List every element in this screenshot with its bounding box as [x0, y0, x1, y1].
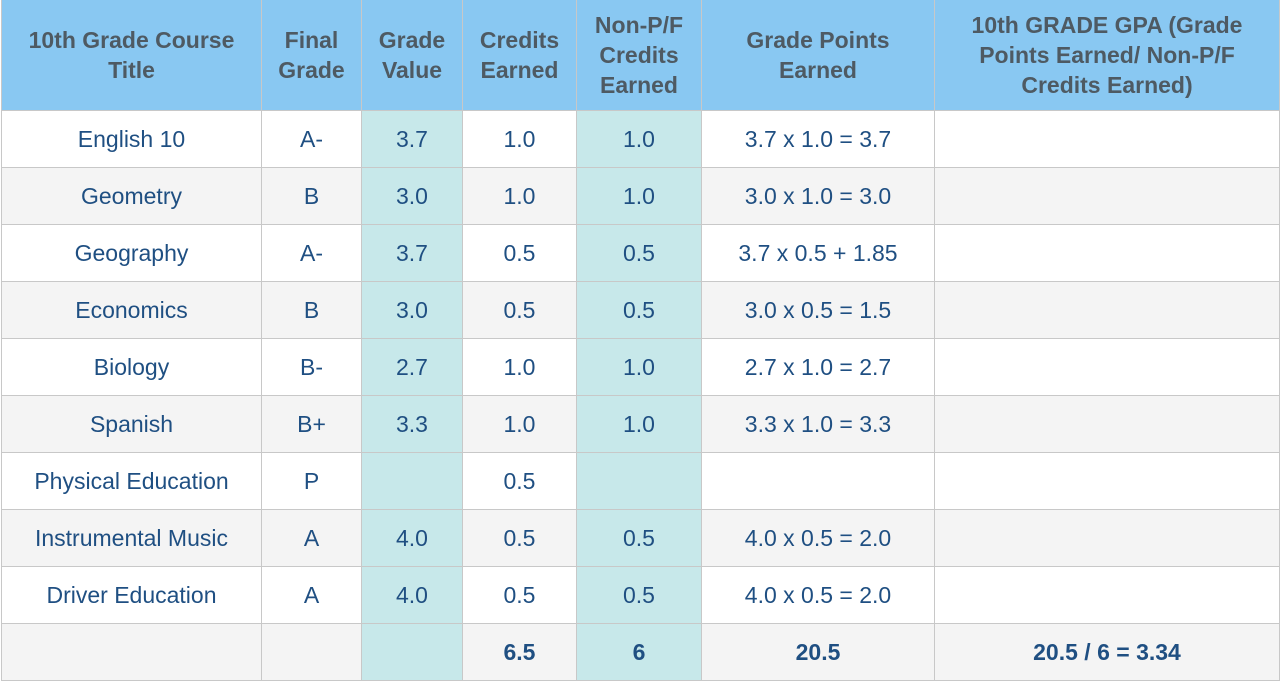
table-row: Instrumental Music A 4.0 0.5 0.5 4.0 x 0.5 = …: [1, 509, 1280, 567]
cell-grade-value: 3.7: [361, 110, 463, 168]
cell-credits-earned: 0.5: [462, 224, 577, 282]
table-row: Economics B 3.0 0.5 0.5 3.0 x 0.5 = 1.5: [1, 281, 1280, 339]
cell-credits-earned: 0.5: [462, 281, 577, 339]
cell-grade-value: 3.0: [361, 167, 463, 225]
cell-grade-value: 4.0: [361, 566, 463, 624]
header-non-pf-credits: Non-P/F Credits Earned: [576, 0, 702, 111]
cell-non-pf-credits: 1.0: [576, 338, 702, 396]
cell-gpa: [934, 281, 1280, 339]
cell-grade-value: 3.3: [361, 395, 463, 453]
cell-non-pf-credits: 0.5: [576, 281, 702, 339]
header-course-title: 10th Grade Course Title: [1, 0, 262, 111]
cell-grade-value: 3.7: [361, 224, 463, 282]
total-cell-non-pf-credits: 6: [576, 623, 702, 681]
cell-grade-points: 3.0 x 0.5 = 1.5: [701, 281, 935, 339]
table-row: Physical Education P 0.5: [1, 452, 1280, 510]
cell-grade-points: 3.7 x 0.5 + 1.85: [701, 224, 935, 282]
cell-course: Spanish: [1, 395, 262, 453]
cell-final-grade: A: [261, 566, 362, 624]
table-header: 10th Grade Course Title Final Grade Grad…: [1, 0, 1280, 111]
cell-course: Biology: [1, 338, 262, 396]
cell-credits-earned: 0.5: [462, 566, 577, 624]
cell-course: Geography: [1, 224, 262, 282]
cell-grade-value: 2.7: [361, 338, 463, 396]
cell-grade-value: 3.0: [361, 281, 463, 339]
cell-grade-value: 4.0: [361, 509, 463, 567]
header-grade-points: Grade Points Earned: [701, 0, 935, 111]
total-cell-gpa: 20.5 / 6 = 3.34: [934, 623, 1280, 681]
cell-gpa: [934, 167, 1280, 225]
cell-grade-points: 2.7 x 1.0 = 2.7: [701, 338, 935, 396]
header-row: 10th Grade Course Title Final Grade Grad…: [1, 0, 1280, 111]
total-cell-grade-points: 20.5: [701, 623, 935, 681]
header-grade-value: Grade Value: [361, 0, 463, 111]
table-row: English 10 A- 3.7 1.0 1.0 3.7 x 1.0 = 3.7: [1, 110, 1280, 168]
cell-non-pf-credits: 1.0: [576, 395, 702, 453]
cell-gpa: [934, 566, 1280, 624]
cell-final-grade: A: [261, 509, 362, 567]
cell-gpa: [934, 509, 1280, 567]
header-final-grade: Final Grade: [261, 0, 362, 111]
cell-course: English 10: [1, 110, 262, 168]
cell-grade-points: 3.3 x 1.0 = 3.3: [701, 395, 935, 453]
cell-non-pf-credits: 0.5: [576, 566, 702, 624]
total-cell-course: [1, 623, 262, 681]
cell-non-pf-credits: 1.0: [576, 110, 702, 168]
header-credits-earned: Credits Earned: [462, 0, 577, 111]
cell-final-grade: B: [261, 167, 362, 225]
cell-gpa: [934, 224, 1280, 282]
cell-final-grade: A-: [261, 224, 362, 282]
cell-credits-earned: 1.0: [462, 110, 577, 168]
cell-non-pf-credits: 0.5: [576, 224, 702, 282]
cell-non-pf-credits: 0.5: [576, 509, 702, 567]
cell-gpa: [934, 338, 1280, 396]
cell-non-pf-credits: 1.0: [576, 167, 702, 225]
cell-grade-points: 3.0 x 1.0 = 3.0: [701, 167, 935, 225]
cell-course: Instrumental Music: [1, 509, 262, 567]
cell-grade-value: [361, 452, 463, 510]
table-row: Spanish B+ 3.3 1.0 1.0 3.3 x 1.0 = 3.3: [1, 395, 1280, 453]
cell-final-grade: B: [261, 281, 362, 339]
total-cell-final-grade: [261, 623, 362, 681]
cell-non-pf-credits: [576, 452, 702, 510]
totals-row: 6.5 6 20.5 20.5 / 6 = 3.34: [1, 623, 1280, 681]
cell-credits-earned: 0.5: [462, 509, 577, 567]
cell-final-grade: B+: [261, 395, 362, 453]
cell-credits-earned: 0.5: [462, 452, 577, 510]
cell-final-grade: P: [261, 452, 362, 510]
cell-grade-points: 3.7 x 1.0 = 3.7: [701, 110, 935, 168]
cell-course: Physical Education: [1, 452, 262, 510]
table-row: Geography A- 3.7 0.5 0.5 3.7 x 0.5 + 1.85: [1, 224, 1280, 282]
total-cell-credits-earned: 6.5: [462, 623, 577, 681]
cell-final-grade: A-: [261, 110, 362, 168]
cell-grade-points: 4.0 x 0.5 = 2.0: [701, 566, 935, 624]
table-row: Geometry B 3.0 1.0 1.0 3.0 x 1.0 = 3.0: [1, 167, 1280, 225]
cell-grade-points: 4.0 x 0.5 = 2.0: [701, 509, 935, 567]
cell-course: Geometry: [1, 167, 262, 225]
cell-course: Driver Education: [1, 566, 262, 624]
table-row: Biology B- 2.7 1.0 1.0 2.7 x 1.0 = 2.7: [1, 338, 1280, 396]
cell-gpa: [934, 395, 1280, 453]
cell-final-grade: B-: [261, 338, 362, 396]
table-body: English 10 A- 3.7 1.0 1.0 3.7 x 1.0 = 3.7 Geom…: [1, 110, 1280, 681]
cell-gpa: [934, 110, 1280, 168]
cell-credits-earned: 1.0: [462, 395, 577, 453]
cell-course: Economics: [1, 281, 262, 339]
table-row: Driver Education A 4.0 0.5 0.5 4.0 x 0.5 = 2.…: [1, 566, 1280, 624]
cell-credits-earned: 1.0: [462, 338, 577, 396]
cell-grade-points: [701, 452, 935, 510]
cell-gpa: [934, 452, 1280, 510]
total-cell-grade-value: [361, 623, 463, 681]
cell-credits-earned: 1.0: [462, 167, 577, 225]
header-gpa: 10th GRADE GPA (Grade Points Earned/ Non…: [934, 0, 1280, 111]
